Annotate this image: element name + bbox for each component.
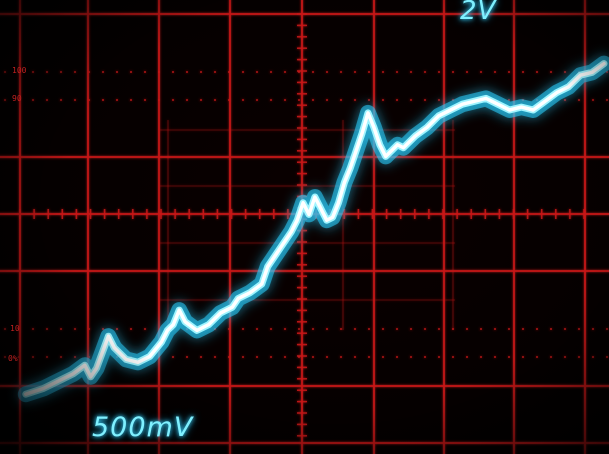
channel-scale-upper: 2V bbox=[460, 0, 497, 26]
graticule-label-90: 90 bbox=[12, 94, 22, 103]
channel-scale-lower: 500mV bbox=[92, 412, 194, 443]
graticule-label-100: 100 bbox=[12, 66, 27, 75]
graticule-label-10: 10 bbox=[10, 324, 20, 333]
graticule-label-0: 0% bbox=[8, 354, 18, 363]
